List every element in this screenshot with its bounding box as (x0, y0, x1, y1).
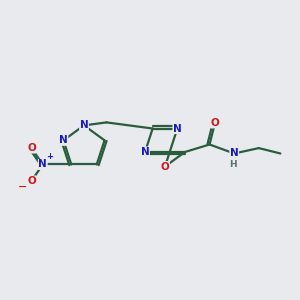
Text: N: N (173, 124, 182, 134)
Text: O: O (27, 176, 36, 186)
Text: N: N (38, 160, 47, 170)
Text: N: N (80, 120, 88, 130)
Text: O: O (27, 143, 36, 153)
Text: N: N (59, 135, 68, 145)
Text: N: N (230, 148, 239, 158)
Text: N: N (141, 147, 149, 157)
Text: H: H (230, 160, 237, 169)
Text: −: − (18, 182, 28, 191)
Text: O: O (160, 161, 169, 172)
Text: +: + (46, 152, 53, 160)
Text: O: O (211, 118, 219, 128)
